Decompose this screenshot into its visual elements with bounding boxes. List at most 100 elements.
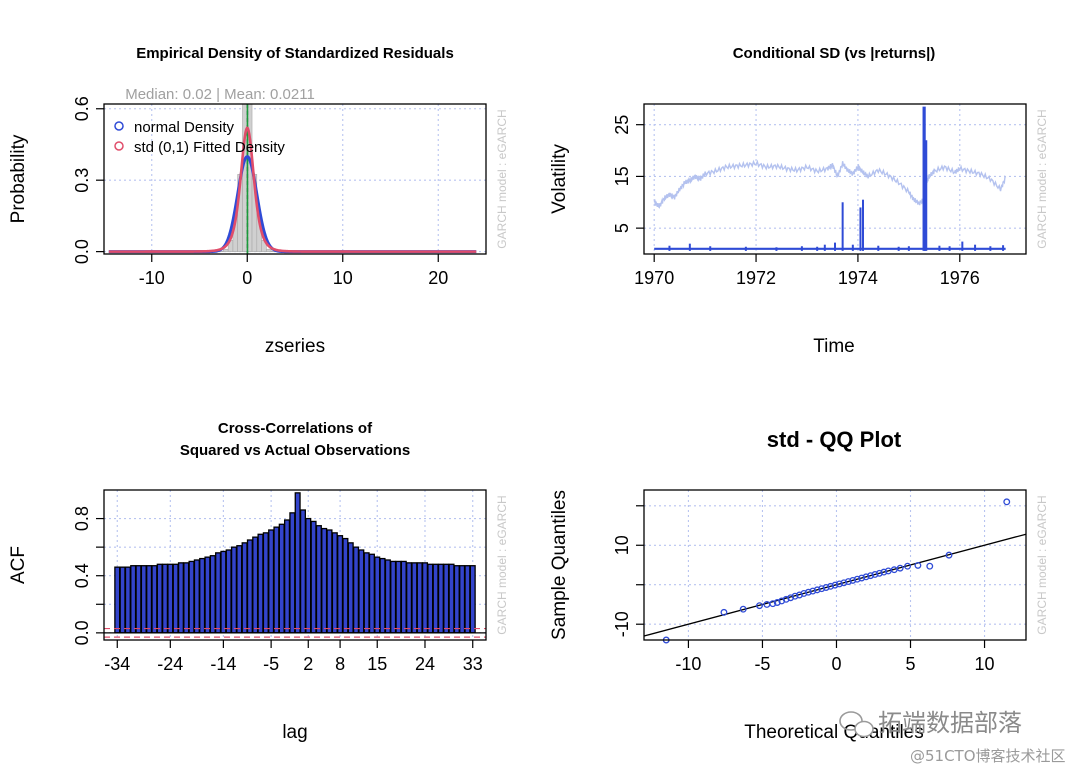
condsd-plot-frame (643, 103, 1027, 255)
density-xtick-label: 10 (333, 268, 353, 288)
watermark-line2: @51CTO博客技术社区 (910, 747, 1066, 765)
density-ylabel: Probability (8, 134, 29, 223)
qq-point (904, 562, 912, 570)
legend-label-normal: normal Density (134, 119, 235, 136)
qq-point (769, 600, 777, 608)
density-series-normal (108, 155, 477, 254)
density-ytick-label: 0.3 (72, 168, 92, 193)
ccf-bar (299, 509, 306, 634)
ccf-bar (368, 553, 375, 634)
qq-point (890, 566, 898, 574)
density-histogram-bar (242, 103, 248, 252)
qq-panel: std - QQ Plot -10 -5 0 5 10 -10 10 Theoretical… (549, 427, 1049, 743)
ccf-bar (209, 555, 216, 634)
condsd-lines (653, 106, 1007, 251)
condsd-panel: Conditional SD (vs |returns|) 1970 1972 19… (549, 45, 1049, 357)
density-series-std (108, 126, 477, 253)
ccf-bar (204, 556, 211, 634)
ccf-bar (347, 542, 354, 634)
ccf-bar (230, 546, 238, 634)
qq-point (773, 599, 781, 606)
qq-point (782, 595, 790, 603)
ccf-bar (268, 529, 275, 634)
density-title: Empirical Density of Standardized Residu… (136, 45, 454, 62)
ccf-bar (119, 566, 126, 634)
qq-point (867, 572, 874, 580)
qq-point (858, 574, 866, 582)
ccf-bar (315, 525, 322, 634)
density-xtick-label: 0 (242, 268, 252, 288)
ccf-ticks: -34 -24 -14 -5 2 8 15 24 33 0.0 0.4 0.8 (72, 506, 483, 674)
wechat-icon (839, 711, 874, 738)
legend-marker-std (114, 141, 124, 151)
ccf-bar (443, 563, 450, 634)
ccf-bar (140, 565, 147, 634)
qq-point (840, 579, 848, 587)
watermark-line1: 拓端数据部落 (878, 709, 1022, 737)
qq-point (818, 585, 826, 593)
legend-marker-normal (114, 121, 124, 131)
density-ticks: -10 0 10 20 0.0 0.3 0.6 (72, 96, 448, 288)
ccf-bar (156, 563, 163, 634)
ccf-ylabel: ACF (8, 546, 29, 584)
ccf-ytick-label: 0.4 (72, 563, 92, 588)
ccf-bar (236, 545, 243, 634)
ccf-xtick-label: 24 (415, 654, 435, 674)
ccf-bar (326, 529, 333, 634)
ccf-bar (161, 563, 169, 634)
density-xtick-label: -10 (139, 268, 165, 288)
ccf-bar (395, 560, 402, 634)
ccf-bar (321, 527, 328, 634)
qq-point (871, 571, 879, 578)
qq-point (926, 562, 934, 570)
ccf-bar (246, 539, 253, 634)
ccf-bar (183, 562, 190, 634)
qq-xtick-label: 0 (831, 654, 841, 674)
qq-point (778, 597, 786, 605)
qq-point (875, 569, 883, 577)
density-histogram-bar (223, 248, 229, 252)
ccf-xtick-label: -14 (210, 654, 236, 674)
ccf-xtick-label: -34 (104, 654, 130, 674)
ccf-bar (257, 533, 264, 634)
qq-xtick-label: 10 (975, 654, 995, 674)
qq-ticks: -10 -5 0 5 10 -10 10 (612, 505, 995, 674)
qq-point (880, 568, 888, 576)
qq-point (800, 589, 808, 597)
qq-point (720, 608, 728, 616)
ccf-bar (453, 565, 460, 634)
density-ytick-label: 0.6 (72, 96, 92, 121)
qq-point (945, 551, 953, 559)
ccf-xtick-label: 15 (367, 654, 387, 674)
qq-point (831, 581, 839, 589)
condsd-side-label: GARCH model : eGARCH (1035, 109, 1049, 248)
qq-point (791, 592, 799, 600)
ccf-bar (464, 565, 471, 634)
condsd-ylabel: Volatility (549, 144, 570, 214)
qq-point (896, 564, 904, 572)
qq-points (643, 498, 1027, 644)
density-histogram-bar (266, 248, 272, 252)
condsd-ytick-label: 25 (612, 115, 632, 135)
ccf-bar (124, 566, 131, 634)
density-subtitle: Median: 0.02 | Mean: 0.0211 (125, 86, 315, 103)
qq-ytick-label: 10 (612, 535, 632, 555)
qq-point (813, 586, 821, 594)
ccf-bar (358, 549, 365, 634)
legend-label-std: std (0,1) Fitted Density (134, 139, 285, 156)
ccf-bar (273, 526, 280, 634)
ccf-xtick-label: 8 (335, 654, 345, 674)
ccf-bar (114, 566, 121, 634)
ccf-bar (411, 562, 418, 634)
density-side-label: GARCH model : eGARCH (495, 109, 509, 248)
qq-grid (644, 490, 1026, 640)
ccf-plot-frame (103, 489, 487, 641)
ccf-bar (135, 565, 142, 634)
qq-point (862, 573, 870, 581)
ccf-bar (241, 542, 248, 634)
ccf-bar (220, 550, 227, 634)
ccf-bar (284, 519, 291, 634)
ccf-bar (352, 546, 360, 634)
qq-title: std - QQ Plot (767, 427, 902, 452)
ccf-bar (459, 565, 466, 634)
